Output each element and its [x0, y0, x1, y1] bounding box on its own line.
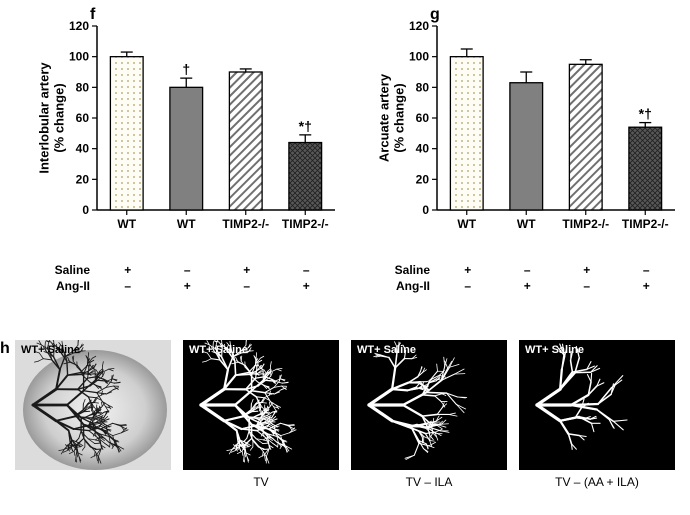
condition-row-label: Ang-II [30, 279, 96, 293]
vasculature-image: WT+ Saline [351, 340, 507, 470]
condition-cell: + [498, 279, 558, 293]
svg-text:120: 120 [409, 19, 429, 33]
svg-text:20: 20 [416, 172, 430, 186]
svg-text:WT: WT [457, 217, 476, 231]
image-caption: TV – (AA + ILA) [519, 475, 675, 489]
chart-f: 0 20 40 60 80 100 120 Interlobular artery(% cha… [35, 18, 345, 258]
image-caption: TV [183, 475, 339, 489]
image-inner-label: WT+ Saline [189, 344, 248, 356]
vasculature-svg [519, 340, 675, 470]
svg-text:*†: *† [299, 118, 312, 134]
condition-row-saline: Saline+–+– [30, 262, 345, 278]
svg-text:TIMP2-/-: TIMP2-/- [562, 217, 609, 231]
condition-cell: – [98, 279, 158, 293]
svg-text:TIMP2-/-: TIMP2-/- [222, 217, 269, 231]
svg-text:WT: WT [517, 217, 536, 231]
bar [629, 127, 662, 210]
condition-cell: + [158, 279, 218, 293]
svg-text:80: 80 [416, 80, 430, 94]
bar [170, 87, 203, 210]
svg-text:*†: *† [639, 106, 652, 122]
condition-table-g: Saline+–+–Ang-II–+–+ [370, 262, 685, 294]
vasculature-image: WT+ Saline [519, 340, 675, 470]
svg-text:100: 100 [409, 50, 429, 64]
vasculature-svg [351, 340, 507, 470]
chart-g: 0 20 40 60 80 100 120 Arcuate artery(% change) W… [375, 18, 685, 258]
svg-text:20: 20 [76, 172, 90, 186]
condition-table-f: Saline+–+–Ang-II–+–+ [30, 262, 345, 294]
condition-row-angII: Ang-II–+–+ [370, 278, 685, 294]
svg-text:WT: WT [117, 217, 136, 231]
bar [289, 143, 322, 210]
svg-text:TIMP2-/-: TIMP2-/- [282, 217, 329, 231]
image-inner-label: WT+ Saline [357, 344, 416, 356]
bar [450, 57, 483, 210]
svg-text:0: 0 [422, 203, 429, 217]
svg-text:40: 40 [416, 142, 430, 156]
condition-row-angII: Ang-II–+–+ [30, 278, 345, 294]
svg-text:TIMP2-/-: TIMP2-/- [622, 217, 669, 231]
svg-text:120: 120 [69, 19, 89, 33]
condition-cell: – [438, 279, 498, 293]
image-row: WT+ Saline WT+ Saline WT+ Saline WT+ Saline [15, 340, 675, 470]
condition-row-saline: Saline+–+– [370, 262, 685, 278]
svg-text:80: 80 [76, 80, 90, 94]
condition-row-label: Saline [370, 263, 436, 277]
condition-cell: – [217, 279, 277, 293]
image-inner-label: WT+ Saline [525, 344, 584, 356]
image-caption: TV – ILA [351, 475, 507, 489]
condition-cell: + [277, 279, 337, 293]
condition-cell: + [98, 263, 158, 277]
condition-cell: – [158, 263, 218, 277]
vasculature-svg [183, 340, 339, 470]
condition-cell: + [617, 279, 677, 293]
condition-row-label: Saline [30, 263, 96, 277]
svg-text:Interlobular artery(% change): Interlobular artery(% change) [36, 62, 66, 174]
svg-text:100: 100 [69, 50, 89, 64]
vasculature-image: WT+ Saline [183, 340, 339, 470]
svg-text:60: 60 [76, 111, 90, 125]
condition-cell: – [557, 279, 617, 293]
condition-cell: – [617, 263, 677, 277]
condition-cell: – [277, 263, 337, 277]
bar [569, 64, 602, 210]
bar [110, 57, 143, 210]
condition-cell: + [557, 263, 617, 277]
vasculature-image: WT+ Saline [15, 340, 171, 470]
bar [510, 83, 543, 210]
svg-text:60: 60 [416, 111, 430, 125]
vasculature-svg [15, 340, 171, 470]
panel-label-h: h [0, 340, 10, 358]
bar [229, 72, 262, 210]
svg-text:Arcuate artery(% change): Arcuate artery(% change) [376, 73, 406, 162]
condition-cell: – [498, 263, 558, 277]
svg-text:0: 0 [82, 203, 89, 217]
svg-text:†: † [182, 61, 190, 77]
svg-text:40: 40 [76, 142, 90, 156]
svg-text:WT: WT [177, 217, 196, 231]
condition-row-label: Ang-II [370, 279, 436, 293]
condition-cell: + [217, 263, 277, 277]
image-inner-label: WT+ Saline [21, 344, 80, 356]
condition-cell: + [438, 263, 498, 277]
